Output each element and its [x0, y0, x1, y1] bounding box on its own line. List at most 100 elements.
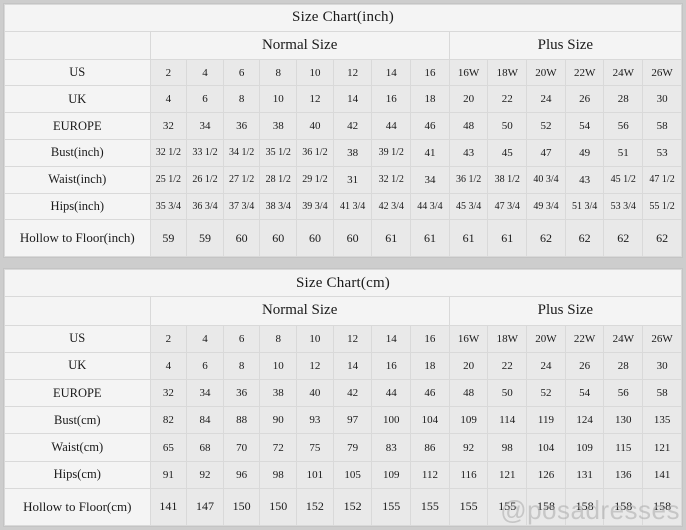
table-cell: 119 — [526, 406, 566, 435]
table-cell: 16 — [371, 85, 412, 114]
table-cell: 68 — [186, 433, 224, 462]
size-table-inch-body: Size Chart(inch) Normal Size Plus Size US 2 4… — [4, 4, 683, 257]
table-cell: 47 3/4 — [487, 192, 528, 221]
table-cell: 43 — [448, 139, 489, 167]
table-cell: 2 — [149, 324, 188, 353]
table-cell: 92 — [186, 460, 224, 489]
table-cell: 41 3/4 — [332, 192, 373, 221]
table-cell: 8 — [259, 58, 298, 87]
table-cell: 53 — [642, 139, 682, 167]
table-cell: 116 — [448, 460, 489, 489]
table-cell: 14 — [332, 351, 373, 380]
table-row: Waist(cm) 65 68 70 72 75 79 83 86 92 98 104 109 115 12… — [4, 433, 682, 462]
table-cell: 112 — [410, 460, 450, 489]
group-header-normal-size: Normal Size — [149, 296, 450, 326]
row-label: Hollow to Floor(inch) — [4, 219, 151, 257]
table-cell: 32 1/2 — [149, 139, 188, 167]
table-cell: 36 3/4 — [186, 192, 224, 221]
table-cell: 26 — [564, 351, 605, 380]
table-row: UK 4 6 8 10 12 14 16 18 20 22 24 26 28 30 — [4, 85, 682, 114]
table-row: Waist(inch) 25 1/2 26 1/2 27 1/2 28 1/2 29 1/… — [4, 165, 682, 194]
table-cell: 38 1/2 — [487, 165, 528, 194]
table-cell: 6 — [186, 85, 224, 114]
table-cell: 18 — [410, 85, 450, 114]
table-cell: 150 — [259, 487, 298, 527]
chart-title: Size Chart(inch) — [4, 4, 682, 32]
table-cell: 34 — [186, 112, 224, 141]
table-cell: 60 — [296, 219, 334, 257]
table-cell: 30 — [642, 351, 682, 380]
table-cell: 6 — [222, 324, 261, 353]
table-cell: 14 — [371, 324, 412, 353]
row-label: UK — [4, 351, 151, 380]
group-header-plus-size: Plus Size — [448, 296, 683, 326]
table-cell: 92 — [448, 433, 489, 462]
table-cell: 26W — [642, 324, 682, 353]
table-cell: 25 1/2 — [149, 165, 188, 194]
table-row: Bust(inch) 32 1/2 33 1/2 34 1/2 35 1/2 36 1/2… — [4, 139, 682, 167]
size-table-cm-body: Size Chart(cm) Normal Size Plus Size US 2 4 6 8… — [4, 268, 683, 527]
table-cell: 24W — [603, 324, 644, 353]
table-cell: 155 — [410, 487, 450, 527]
table-cell: 35 3/4 — [149, 192, 188, 221]
table-cell: 59 — [186, 219, 224, 257]
table-cell: 51 — [603, 139, 644, 167]
table-cell: 10 — [296, 58, 334, 87]
table-cell: 60 — [222, 219, 261, 257]
table-cell: 147 — [186, 487, 224, 527]
table-cell: 46 — [410, 378, 450, 408]
row-label: Hollow to Floor(cm) — [4, 487, 151, 527]
table-cell: 32 1/2 — [371, 165, 412, 194]
table-cell: 54 — [564, 378, 605, 408]
table-cell: 47 1/2 — [642, 165, 682, 194]
row-label: UK — [4, 85, 151, 114]
table-cell: 155 — [487, 487, 528, 527]
table-cell: 59 — [149, 219, 188, 257]
table-cell: 93 — [296, 406, 334, 435]
table-cell: 109 — [564, 433, 605, 462]
table-cell: 36 — [222, 378, 261, 408]
table-row: Hollow to Floor(cm) 141 147 150 150 152 152 155… — [4, 487, 682, 527]
table-cell: 130 — [603, 406, 644, 435]
table-cell: 29 1/2 — [296, 165, 334, 194]
table-cell: 8 — [222, 85, 261, 114]
table-cell: 45 3/4 — [448, 192, 489, 221]
table-cell: 82 — [149, 406, 188, 435]
table-cell: 83 — [371, 433, 412, 462]
table-cell: 30 — [642, 85, 682, 114]
table-cell: 16 — [410, 58, 450, 87]
table-cell: 150 — [222, 487, 261, 527]
table-cell: 141 — [642, 460, 682, 489]
table-cell: 121 — [487, 460, 528, 489]
table-cell: 58 — [642, 112, 682, 141]
table-cell: 43 — [564, 165, 605, 194]
table-cell: 4 — [149, 351, 188, 380]
table-cell: 51 3/4 — [564, 192, 605, 221]
table-row: EUROPE 32 34 36 38 40 42 44 46 48 50 52 54 56 58 — [4, 378, 682, 408]
table-cell: 52 — [526, 378, 566, 408]
table-cell: 20W — [526, 324, 566, 353]
table-cell: 44 — [371, 378, 412, 408]
table-cell: 121 — [642, 433, 682, 462]
table-cell: 18 — [410, 351, 450, 380]
table-cell: 42 — [332, 378, 373, 408]
size-chart-cm: Size Chart(cm) Normal Size Plus Size US 2 4 6 8… — [3, 268, 683, 527]
table-cell: 50 — [487, 378, 528, 408]
table-cell: 44 — [371, 112, 412, 141]
row-label: US — [4, 324, 151, 353]
table-cell: 37 3/4 — [222, 192, 261, 221]
row-label: US — [4, 58, 151, 87]
table-row: Hips(inch) 35 3/4 36 3/4 37 3/4 38 3/4 39 3/4… — [4, 192, 682, 221]
table-cell: 49 3/4 — [526, 192, 566, 221]
table-cell: 50 — [487, 112, 528, 141]
table-cell: 124 — [564, 406, 605, 435]
table-cell: 98 — [487, 433, 528, 462]
table-cell: 40 — [296, 112, 334, 141]
table-cell: 101 — [296, 460, 334, 489]
table-cell: 60 — [259, 219, 298, 257]
table-cell: 36 1/2 — [448, 165, 489, 194]
table-cell: 28 — [603, 85, 644, 114]
table-cell: 4 — [149, 85, 188, 114]
table-cell: 20 — [448, 351, 489, 380]
table-cell: 109 — [371, 460, 412, 489]
